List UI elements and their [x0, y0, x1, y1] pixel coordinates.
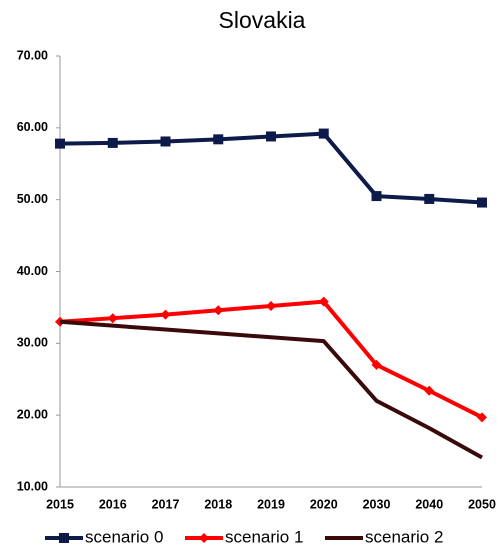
y-tick-label: 60.00 [17, 120, 48, 134]
data-point [371, 191, 382, 202]
data-point [266, 300, 276, 311]
data-point [160, 309, 171, 320]
x-tick-label: 2040 [415, 497, 443, 511]
legend-label: scenario 2 [365, 527, 443, 546]
legend-label: scenario 1 [225, 527, 303, 546]
chart-title: Slovakia [219, 7, 306, 33]
data-point [318, 296, 329, 307]
x-tick-label: 2017 [152, 497, 180, 511]
data-point [318, 128, 329, 139]
y-tick-label: 40.00 [17, 264, 48, 278]
data-point [477, 412, 487, 423]
data-point [160, 136, 171, 147]
x-tick-label: 2016 [99, 497, 127, 511]
data-point [424, 385, 435, 396]
y-tick-label: 70.00 [17, 48, 48, 62]
y-tick-label: 50.00 [17, 192, 48, 206]
y-tick-label: 20.00 [17, 407, 48, 421]
series-line [59, 319, 483, 460]
data-point [477, 197, 487, 208]
x-tick-label: 2018 [204, 497, 232, 511]
data-point [213, 134, 224, 145]
y-tick-label: 30.00 [17, 336, 48, 350]
legend-marker [199, 533, 209, 543]
data-point [107, 137, 118, 148]
data-point [371, 359, 382, 370]
data-point [55, 138, 65, 149]
data-point [424, 193, 435, 204]
x-tick-label: 2015 [46, 497, 74, 511]
legend-label: scenario 0 [85, 527, 163, 546]
series-line [59, 299, 483, 420]
legend-marker [59, 533, 69, 543]
x-tick-label: 2020 [310, 497, 338, 511]
x-tick-label: 2050 [468, 497, 496, 511]
data-point [266, 131, 276, 142]
x-tick-label: 2019 [257, 497, 285, 511]
x-tick-label: 2030 [363, 497, 391, 511]
data-point [213, 305, 224, 316]
data-point [107, 313, 118, 324]
y-tick-label: 10.00 [17, 479, 48, 493]
series-line [59, 131, 483, 205]
